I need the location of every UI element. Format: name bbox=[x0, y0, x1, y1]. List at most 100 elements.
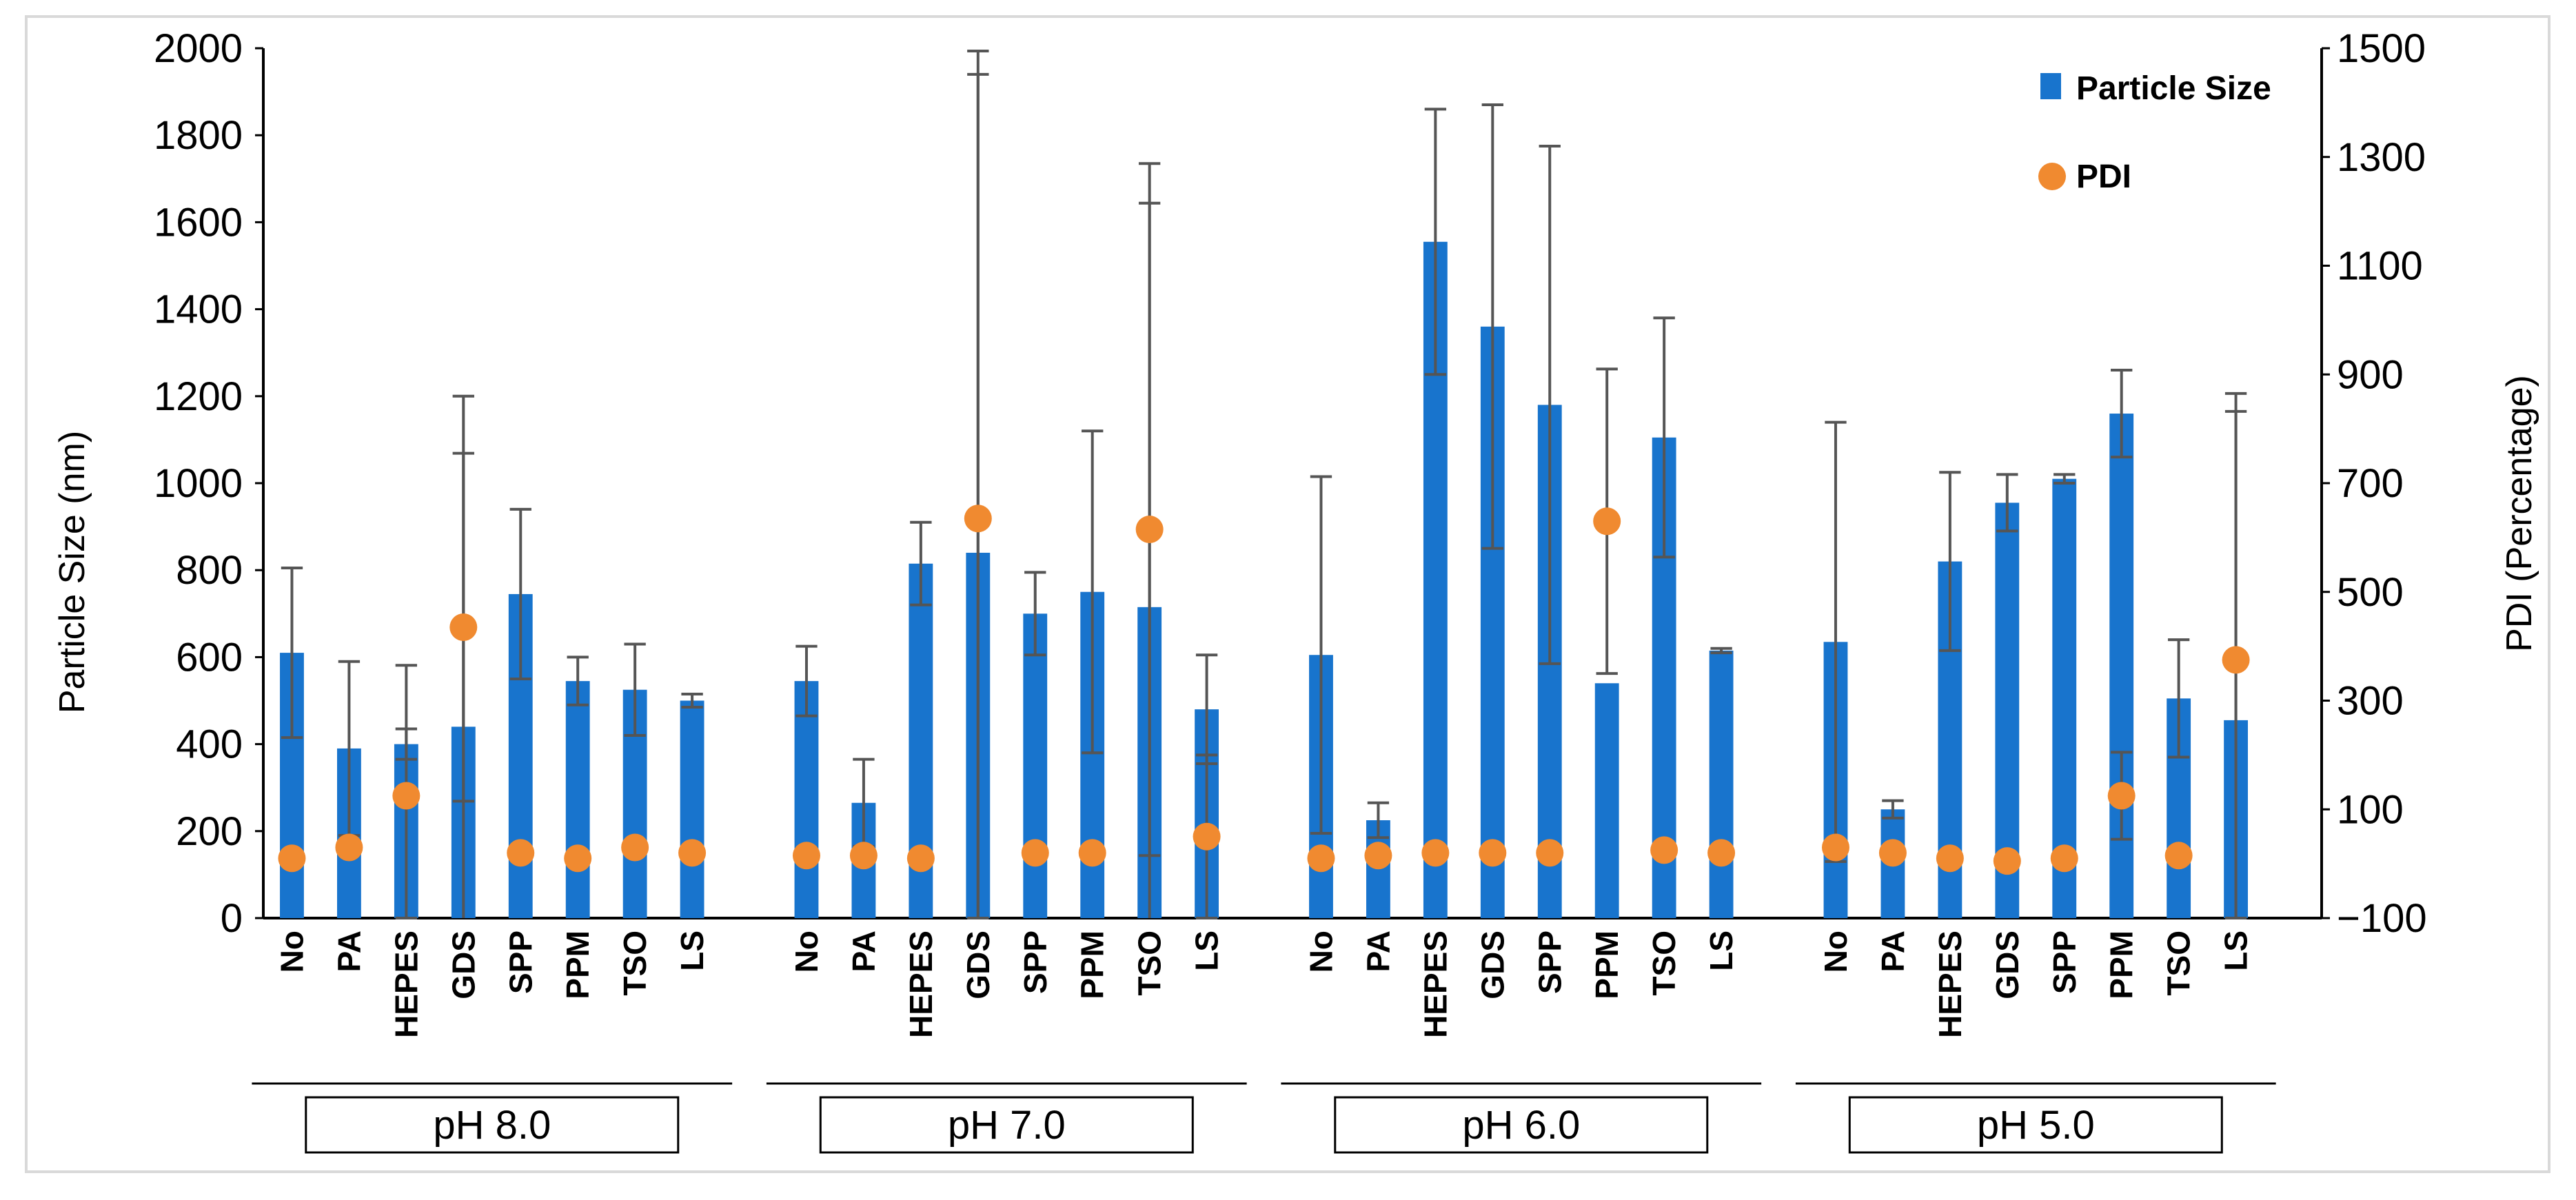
y2-tick-label: 700 bbox=[2337, 461, 2404, 506]
category-label: GDS bbox=[1989, 930, 2025, 999]
category-label: No bbox=[789, 930, 824, 973]
y-axis-title: Particle Size (nm) bbox=[52, 431, 92, 713]
y2-tick-label: 100 bbox=[2337, 787, 2404, 832]
category-label: PA bbox=[1360, 930, 1396, 973]
legend-label-particle-size: Particle Size bbox=[2076, 70, 2271, 107]
legend-pdi-swatch bbox=[2038, 163, 2066, 190]
pdi-point bbox=[1936, 844, 1964, 873]
pdi-point bbox=[1993, 847, 2021, 875]
y2-tick-label: 1300 bbox=[2337, 135, 2426, 180]
category-label: TSO bbox=[2161, 930, 2197, 996]
y2-tick-label: 1100 bbox=[2337, 244, 2423, 289]
y2-axis-title: PDI (Percentage) bbox=[2499, 375, 2539, 652]
pdi-point bbox=[2050, 844, 2078, 873]
size-bar bbox=[794, 681, 819, 918]
y-tick-label: 1200 bbox=[154, 374, 243, 419]
pdi-point bbox=[564, 844, 592, 873]
category-label: TSO bbox=[1646, 930, 1682, 996]
category-label: HEPES bbox=[1932, 930, 1968, 1038]
category-label: HEPES bbox=[903, 930, 939, 1038]
legend-bar-swatch bbox=[2040, 73, 2061, 99]
size-bar bbox=[680, 700, 704, 918]
y-tick-label: 0 bbox=[221, 896, 243, 941]
group-label: pH 8.0 bbox=[433, 1103, 551, 1148]
category-label: SPP bbox=[2047, 930, 2082, 994]
pdi-point bbox=[621, 833, 649, 862]
y-tick-label: 1800 bbox=[154, 113, 243, 158]
y-tick-label: 1000 bbox=[154, 461, 243, 506]
pdi-point bbox=[906, 844, 935, 873]
pdi-point bbox=[1021, 839, 1049, 867]
pdi-point bbox=[678, 839, 707, 867]
pdi-point bbox=[792, 842, 820, 870]
y-tick-label: 400 bbox=[176, 722, 243, 767]
group-label: pH 5.0 bbox=[1977, 1103, 2095, 1148]
category-label: PPM bbox=[1075, 930, 1110, 999]
category-label: PPM bbox=[1589, 930, 1625, 999]
group-label-box bbox=[305, 1096, 680, 1154]
y2-tick-label: 500 bbox=[2337, 570, 2404, 615]
category-label: PA bbox=[1875, 930, 1911, 973]
pdi-point bbox=[1479, 839, 1507, 867]
category-label: HEPES bbox=[1417, 930, 1453, 1038]
pdi-point bbox=[2222, 646, 2250, 674]
group-label-box bbox=[1848, 1096, 2223, 1154]
pdi-point bbox=[1364, 842, 1392, 870]
pdi-point bbox=[2107, 782, 2136, 810]
category-label: SPP bbox=[1532, 930, 1568, 994]
size-bar bbox=[2109, 414, 2134, 918]
group-label: pH 7.0 bbox=[948, 1103, 1066, 1148]
size-bar bbox=[565, 681, 590, 918]
y-tick-label: 800 bbox=[176, 548, 243, 593]
y2-tick-label: −100 bbox=[2337, 896, 2427, 941]
category-label: No bbox=[1303, 930, 1339, 973]
y-tick-label: 1600 bbox=[154, 200, 243, 245]
size-bar bbox=[1594, 683, 1619, 918]
pdi-point bbox=[507, 839, 535, 867]
pdi-point bbox=[1078, 839, 1106, 867]
pdi-point bbox=[2164, 842, 2193, 870]
pdi-point bbox=[1821, 833, 1849, 862]
plot-area: 0 200 400 600 800 1000 1200 1400 1600 1800 2000 −10… bbox=[154, 26, 2427, 1154]
legend: Particle Size PDI bbox=[2038, 70, 2271, 195]
group-label-box bbox=[1334, 1096, 1709, 1154]
category-label: PA bbox=[331, 930, 367, 973]
category-label: GDS bbox=[445, 930, 481, 999]
pdi-point bbox=[335, 833, 363, 862]
category-label: PA bbox=[846, 930, 882, 973]
category-label: HEPES bbox=[388, 930, 424, 1038]
pdi-point bbox=[1307, 844, 1335, 873]
category-label: LS bbox=[1703, 930, 1739, 971]
legend-label-pdi: PDI bbox=[2076, 159, 2131, 195]
category-label: PPM bbox=[560, 930, 596, 999]
pdi-point bbox=[1878, 839, 1907, 867]
y2-tick-label: 900 bbox=[2337, 352, 2404, 397]
pdi-point bbox=[1135, 516, 1164, 544]
category-label: TSO bbox=[1132, 930, 1168, 996]
category-label: GDS bbox=[960, 930, 996, 999]
pdi-point bbox=[1421, 839, 1450, 867]
category-label: PPM bbox=[2104, 930, 2140, 999]
pdi-point bbox=[849, 842, 878, 870]
pdi-point bbox=[392, 782, 420, 810]
pdi-point bbox=[278, 844, 306, 873]
y-tick-label: 1400 bbox=[154, 287, 243, 332]
category-label: No bbox=[1818, 930, 1854, 973]
pdi-point bbox=[1707, 839, 1736, 867]
group-label: pH 6.0 bbox=[1462, 1103, 1580, 1148]
y2-tick-label: 1500 bbox=[2337, 26, 2426, 71]
category-label: LS bbox=[674, 930, 710, 971]
size-bar bbox=[1709, 650, 1734, 918]
category-label: SPP bbox=[1017, 930, 1053, 994]
pdi-point bbox=[964, 505, 992, 533]
category-label: No bbox=[274, 930, 310, 973]
pdi-point bbox=[1536, 839, 1564, 867]
category-label: LS bbox=[2218, 930, 2254, 971]
y2-tick-label: 300 bbox=[2337, 679, 2404, 724]
category-label: TSO bbox=[617, 930, 653, 996]
pdi-point bbox=[1650, 836, 1679, 864]
pdi-point bbox=[1193, 822, 1221, 851]
pdi-point bbox=[1593, 507, 1621, 536]
y-tick-label: 2000 bbox=[154, 26, 243, 71]
